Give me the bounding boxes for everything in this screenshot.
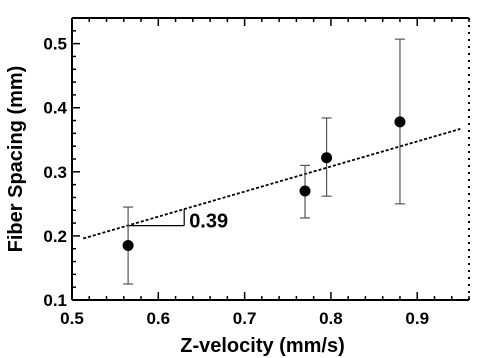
y-tick-label: 0.4 (43, 99, 67, 118)
fit-line-layer (82, 128, 461, 240)
x-tick-label: 0.5 (60, 309, 84, 328)
data-point (299, 185, 311, 197)
y-axis-title: Fiber Spacing (mm) (5, 66, 27, 253)
data-point (122, 240, 134, 252)
data-point (394, 116, 406, 128)
plot-area (71, 17, 470, 301)
y-tick-label: 0.3 (43, 163, 67, 182)
x-axis-title: Z-velocity (mm/s) (180, 335, 344, 357)
slope-label: 0.39 (189, 211, 228, 233)
x-tick-label: 0.6 (146, 309, 170, 328)
y-tick-label: 0.5 (43, 35, 67, 54)
data-point (321, 152, 333, 164)
x-tick-label: 0.8 (319, 309, 343, 328)
x-tick-label: 0.9 (405, 309, 429, 328)
data-points-layer (122, 38, 406, 285)
y-tick-label: 0.2 (43, 227, 67, 246)
fit-line (82, 128, 461, 240)
tick-labels-layer: 0.5 0.6 0.7 0.8 0.9 0.1 0.2 0.3 0.4 0.5 (43, 35, 429, 328)
x-tick-label: 0.7 (233, 309, 257, 328)
slope-annotation-layer: 0.39 (128, 209, 228, 233)
y-tick-label: 0.1 (43, 291, 67, 310)
